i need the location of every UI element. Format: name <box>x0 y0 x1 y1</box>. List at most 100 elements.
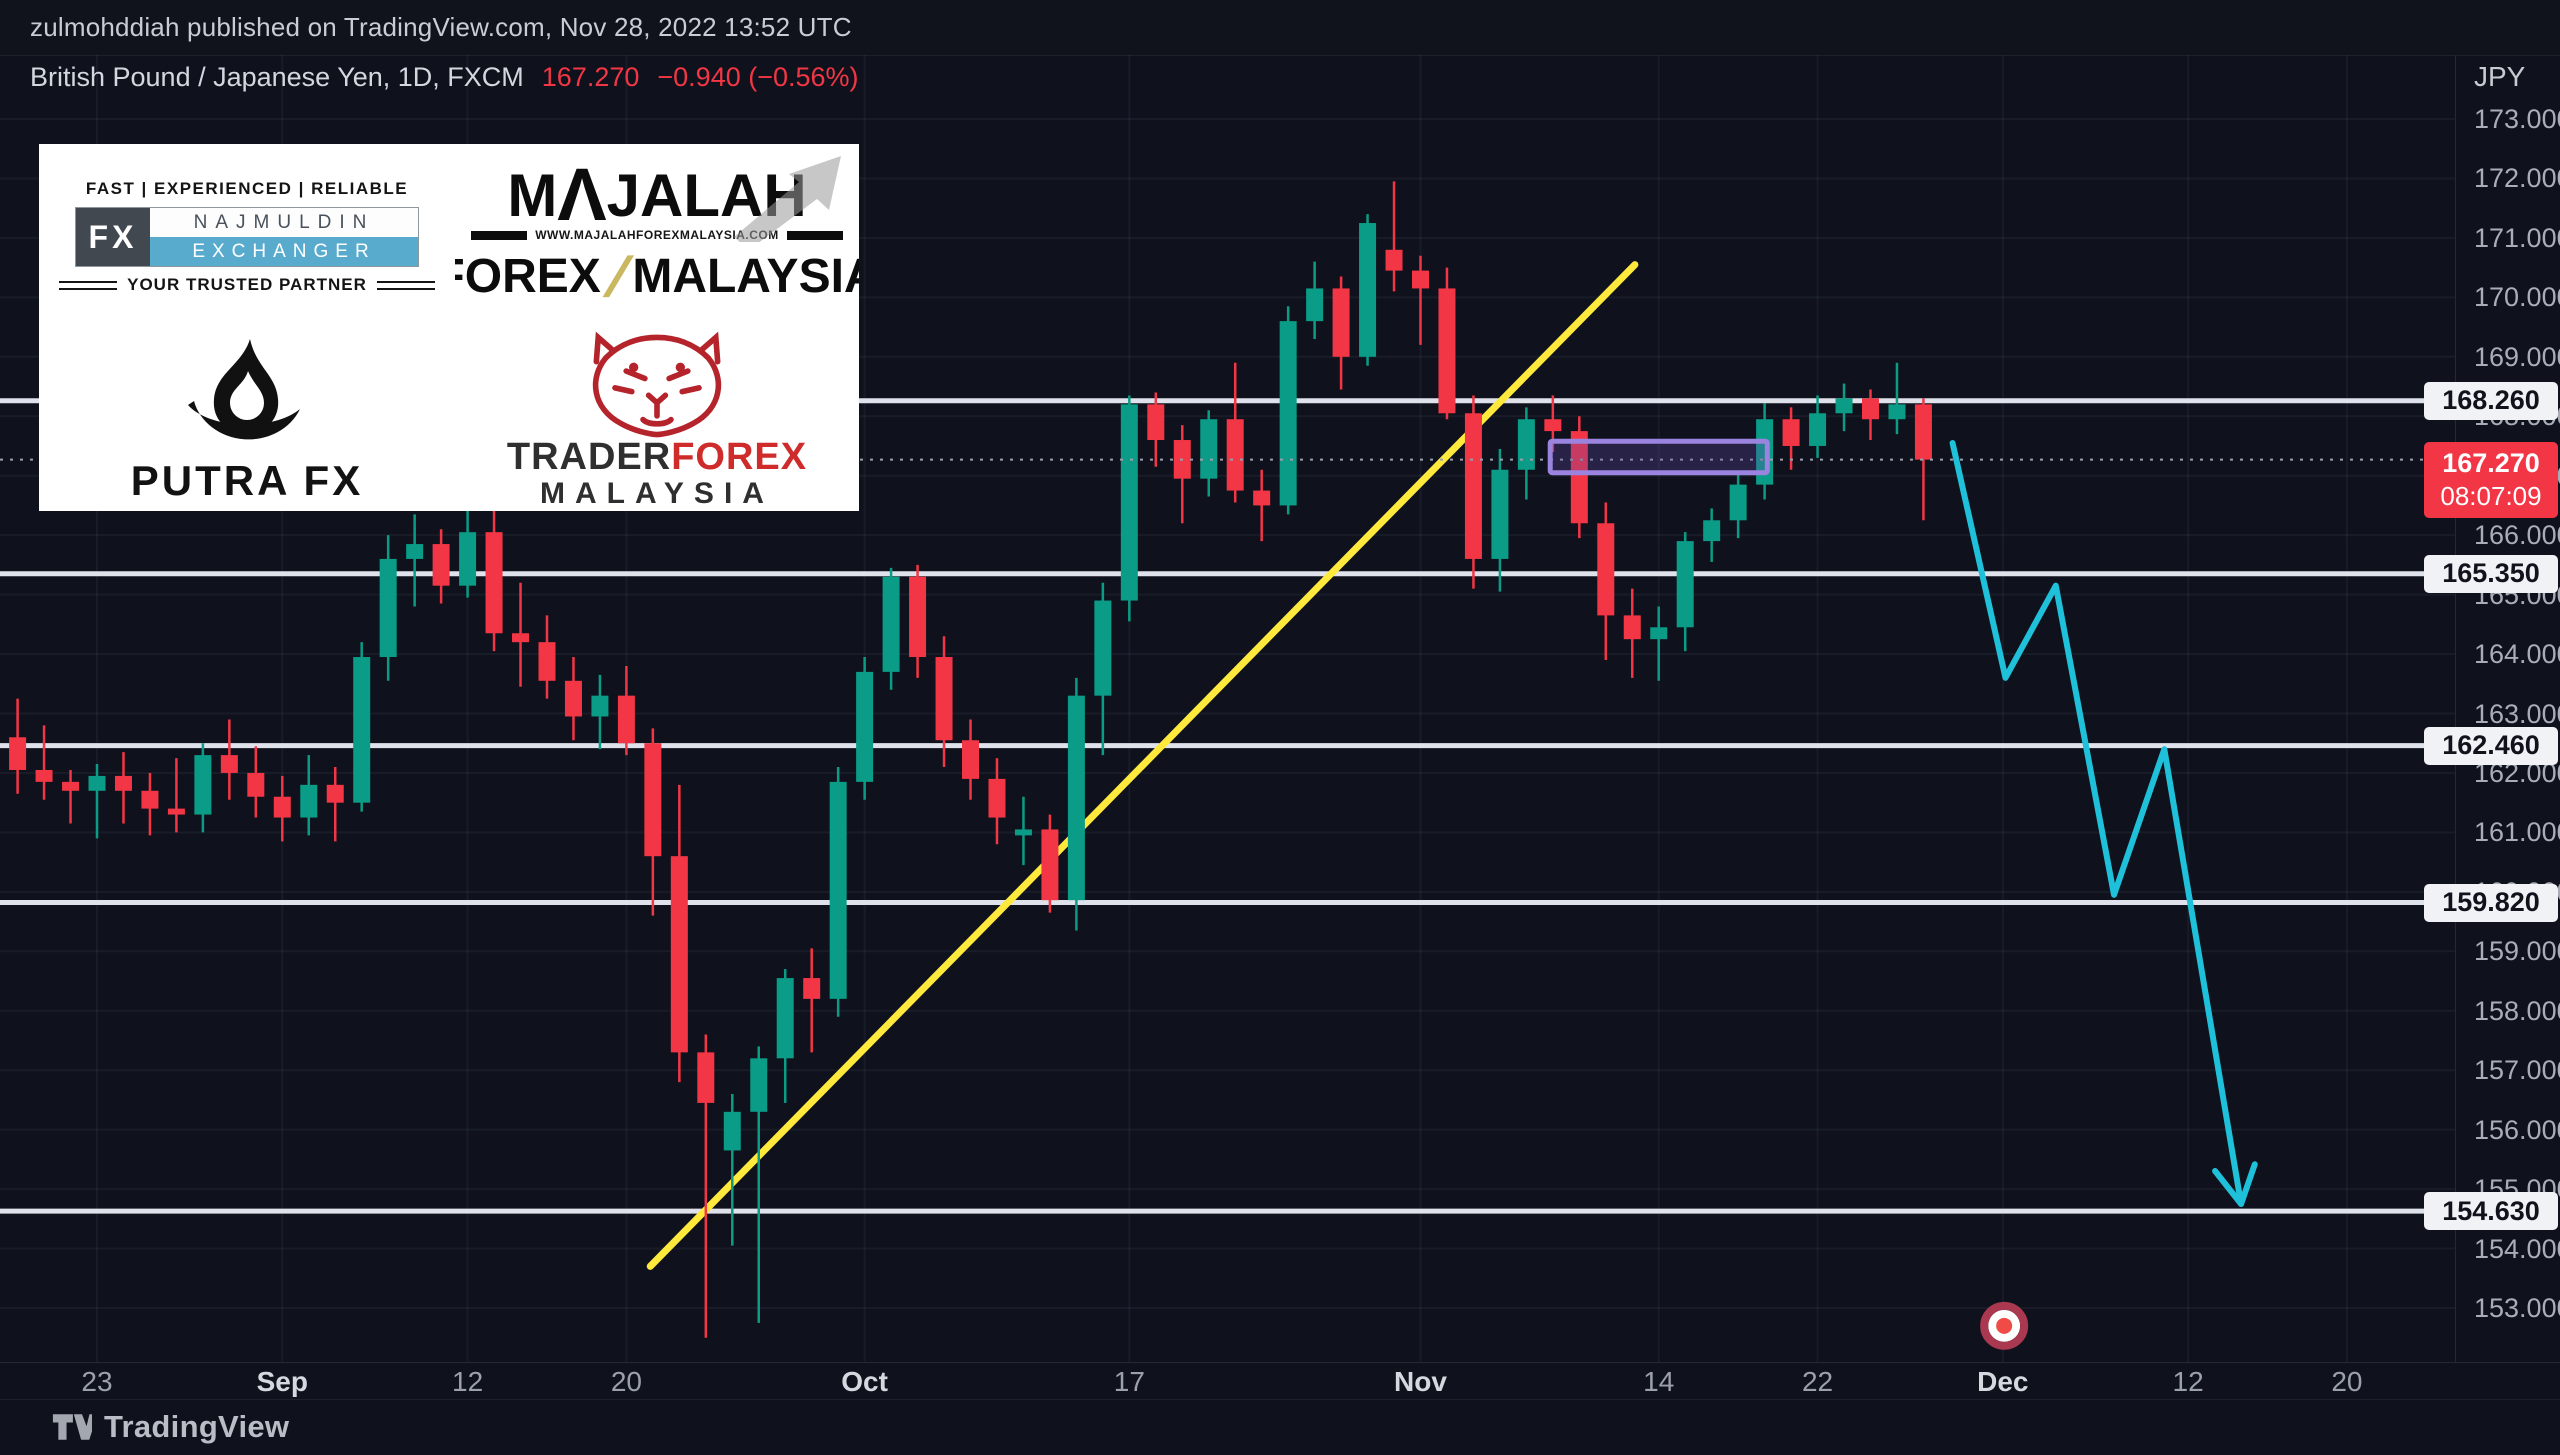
publish-bar: zulmohddiah published on TradingView.com… <box>0 0 2560 56</box>
time-label-nov: Nov <box>1394 1366 1447 1397</box>
time-label-22: 22 <box>1801 1366 1834 1397</box>
candle-sep-21 <box>644 728 662 916</box>
candle-sep-22 <box>670 784 688 1083</box>
najmuldin-partner-line: YOUR TRUSTED PARTNER <box>59 275 435 295</box>
price-tick: 171.000 <box>2474 222 2560 253</box>
majalah-url: WWW.MAJALAHFOREXMALAYSIA.COM <box>535 228 779 243</box>
najmuldin-tagline: FAST | EXPERIENCED | RELIABLE <box>85 179 409 198</box>
price-tick: 163.000 <box>2474 698 2560 729</box>
price-tick: 169.000 <box>2474 341 2560 372</box>
candle-oct-5 <box>909 564 927 678</box>
bullseye-ring <box>1980 1301 2029 1350</box>
legend-last-price: 167.270 <box>541 62 640 92</box>
majalah-slash: / <box>602 245 632 309</box>
time-label-20: 20 <box>2331 1366 2363 1397</box>
candle-sep-12 <box>459 505 477 598</box>
price-tick: 172.000 <box>2474 163 2560 194</box>
last-price-box: 167.270 08:07:09 <box>2424 441 2558 518</box>
candle-oct-6 <box>935 636 953 768</box>
candle-oct-12 <box>1041 814 1059 913</box>
candle-nov-24 <box>1861 389 1879 441</box>
candle-sep-1 <box>273 775 291 842</box>
price-tick: 154.000 <box>2474 1233 2560 1264</box>
tradingview-logo[interactable]: TradingView <box>52 1409 289 1445</box>
candle-nov-9 <box>1570 416 1588 539</box>
time-label-14: 14 <box>1643 1366 1675 1397</box>
putra-fx-flame-icon <box>188 338 300 439</box>
najmuldin-exchanger: EXCHANGER <box>150 237 418 266</box>
level-price-label: 168.260 <box>2424 381 2558 420</box>
tradingview-brand-text: TradingView <box>104 1408 290 1444</box>
candle-sep-30 <box>829 767 847 1017</box>
majalah-malaysia: MALAYSIA <box>632 250 859 304</box>
candle-oct-18 <box>1147 392 1165 467</box>
candle-sep-8 <box>406 514 424 607</box>
supply-zone-box[interactable] <box>1547 438 1770 476</box>
logo-najmuldin-exchanger: FAST | EXPERIENCED | RELIABLE FX NAJMULD… <box>39 144 455 330</box>
candle-sep-23 <box>697 1034 715 1338</box>
majalah-bar-right <box>786 230 843 240</box>
candle-sep-6 <box>353 642 371 812</box>
candle-oct-11 <box>1014 796 1032 866</box>
majalah-url-row: WWW.MAJALAHFOREXMALAYSIA.COM <box>471 228 843 242</box>
level-price-label: 162.460 <box>2424 726 2558 765</box>
candle-sep-20 <box>617 665 635 756</box>
majalah-forex-malaysia: FOREX / MALAYSIA <box>455 244 859 309</box>
candle-sep-16 <box>564 657 582 741</box>
candle-nov-15 <box>1676 532 1694 652</box>
putra-fx-name: PUTRA FX <box>130 456 364 504</box>
candle-oct-17 <box>1120 395 1138 622</box>
time-label-20: 20 <box>610 1366 642 1397</box>
price-tick: 161.000 <box>2474 817 2560 848</box>
bullseye-dot <box>1996 1317 2013 1334</box>
projection-arrow[interactable] <box>1949 440 2245 1207</box>
majalah-bar-left <box>471 230 528 240</box>
price-tick: 159.000 <box>2474 936 2560 967</box>
majalah-m: M <box>507 162 558 230</box>
traderforex-trader: TRADER <box>506 436 672 478</box>
candle-sep-7 <box>379 535 397 681</box>
time-axis[interactable]: 23 Sep 12 20 Oct 17 Nov 14 22 Dec 12 20 <box>0 1362 2560 1400</box>
tradingview-logo-icon <box>52 1413 92 1440</box>
candle-nov-10 <box>1597 502 1615 660</box>
price-tick: 153.000 <box>2474 1293 2560 1323</box>
level-price-label: 154.630 <box>2424 1192 2558 1231</box>
price-axis[interactable]: JPY 153.000154.000155.000156.000157.0001… <box>2424 55 2560 1362</box>
candle-nov-11 <box>1623 588 1641 678</box>
time-label-17: 17 <box>1113 1366 1145 1397</box>
candle-nov-7 <box>1517 407 1535 500</box>
candle-aug-18 <box>9 698 27 794</box>
symbol-legend: British Pound / Japanese Yen, 1D, FXCM 1… <box>30 62 859 93</box>
candle-nov-2 <box>1438 267 1456 420</box>
majalah-wordmark: M Λ JALAH <box>507 157 806 231</box>
time-label-oct: Oct <box>841 1366 888 1397</box>
candle-nov-14 <box>1650 606 1668 681</box>
candle-oct-3 <box>856 657 874 800</box>
candle-oct-4 <box>882 567 900 690</box>
candle-sep-26 <box>723 1093 741 1246</box>
price-tick: 164.000 <box>2474 639 2560 670</box>
candle-sep-15 <box>538 615 556 699</box>
time-label-sep: Sep <box>256 1366 308 1397</box>
candle-aug-19 <box>35 725 53 800</box>
majalah-arrow-icon <box>734 156 841 242</box>
sponsor-logos-panel: FAST | EXPERIENCED | RELIABLE FX NAJMULD… <box>39 144 859 511</box>
price-tick: 156.000 <box>2474 1114 2560 1145</box>
candle-aug-23 <box>88 764 106 839</box>
candle-nov-17 <box>1729 472 1747 539</box>
candlestick-series[interactable] <box>9 181 1932 1338</box>
candle-oct-28 <box>1359 214 1377 366</box>
candle-oct-21 <box>1226 362 1244 503</box>
candle-oct-24 <box>1253 469 1271 542</box>
publish-text: zulmohddiah published on TradingView.com… <box>30 12 852 42</box>
candle-aug-31 <box>247 746 265 818</box>
traderforex-malaysia: MALAYSIA <box>540 477 774 510</box>
candle-sep-14 <box>512 582 530 687</box>
logo-putra-fx: PUTRA FX <box>39 330 455 511</box>
tiger-head-icon <box>592 331 722 438</box>
najmuldin-name: NAJMULDIN <box>150 208 418 237</box>
time-label-23: 23 <box>81 1366 113 1397</box>
